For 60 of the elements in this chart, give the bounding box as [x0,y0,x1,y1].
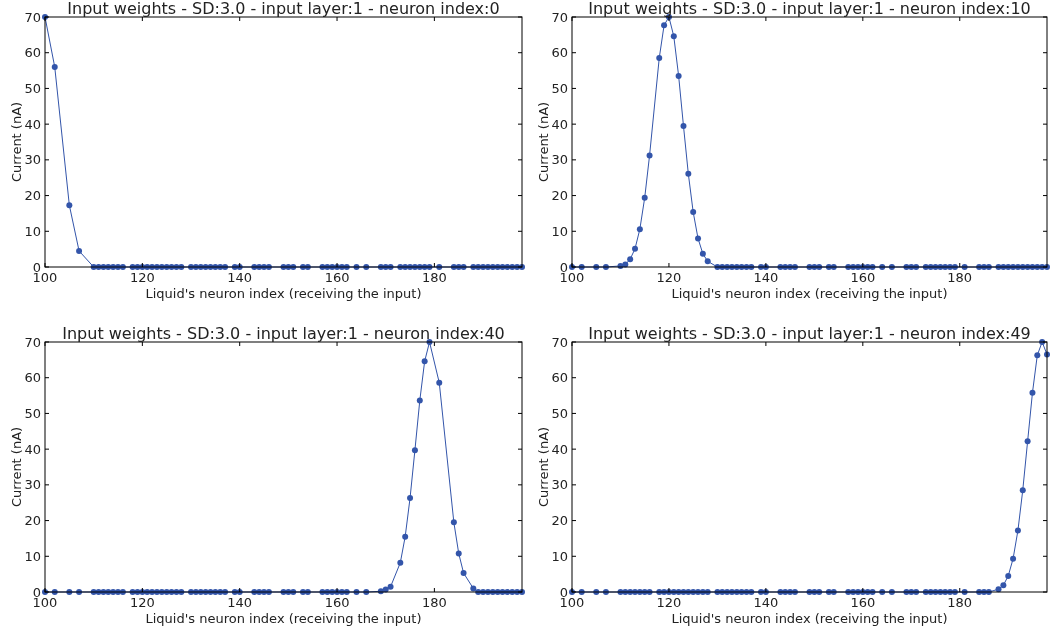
x-tick-label: 120 [656,270,682,285]
x-tick-label: 180 [421,595,447,610]
chart-title: Input weights - SD:3.0 - input layer:1 - neuron index:40 [62,324,505,343]
chart-title: Input weights - SD:3.0 - input layer:1 - neuron index:10 [588,0,1031,18]
x-tick-label: 100 [559,270,585,285]
x-tick-label: 100 [559,595,585,610]
x-tick-label: 100 [32,270,58,285]
y-tick-label: 70 [24,9,41,25]
x-tick-label: 160 [324,270,350,285]
y-tick-label: 50 [24,80,41,96]
y-tick-label: 20 [551,513,568,529]
y-tick-label: 20 [551,188,568,204]
x-tick-label: 140 [227,270,253,285]
y-tick-label: 20 [24,513,41,529]
y-tick-label: 50 [551,405,568,421]
x-tick-label: 180 [421,270,447,285]
y-tick-label: 20 [24,188,41,204]
y-tick-label: 60 [551,370,568,386]
x-tick-label: 180 [947,270,973,285]
x-tick-label: 140 [227,595,253,610]
y-tick-label: 10 [551,223,568,239]
y-tick-label: 40 [24,441,41,457]
y-tick-label: 10 [24,223,41,239]
y-tick-label: 50 [551,80,568,96]
x-axis-title: Liquid's neuron index (receiving the input) [671,611,948,626]
x-tick-label: 100 [32,595,58,610]
y-tick-label: 30 [24,152,41,168]
y-tick-label: 70 [551,334,568,350]
x-tick-label: 160 [850,270,876,285]
y-axis-title: Current (nA) [9,426,24,508]
x-tick-label: 120 [129,270,155,285]
chart-title: Input weights - SD:3.0 - input layer:1 - neuron index:49 [588,324,1031,343]
x-tick-label: 120 [129,595,155,610]
y-tick-label: 60 [24,370,41,386]
y-tick-label: 30 [24,477,41,493]
y-tick-label: 50 [24,405,41,421]
x-axis-title: Liquid's neuron index (receiving the input) [145,286,422,301]
x-axis-title: Liquid's neuron index (receiving the input) [145,611,422,626]
y-axis-title: Current (nA) [9,101,24,183]
x-tick-label: 140 [753,270,779,285]
x-axis-title: Liquid's neuron index (receiving the input) [671,286,948,301]
x-tick-label: 160 [324,595,350,610]
y-tick-label: 30 [551,152,568,168]
y-tick-label: 40 [551,441,568,457]
x-tick-label: 120 [656,595,682,610]
x-tick-label: 180 [947,595,973,610]
y-tick-label: 70 [24,334,41,350]
y-axis-title: Current (nA) [536,101,551,183]
x-tick-label: 160 [850,595,876,610]
y-tick-label: 60 [24,45,41,61]
y-tick-label: 70 [551,9,568,25]
y-tick-label: 10 [551,548,568,564]
y-tick-label: 40 [551,116,568,132]
y-axis-title: Current (nA) [536,426,551,508]
y-tick-label: 10 [24,548,41,564]
y-tick-label: 60 [551,45,568,61]
y-tick-label: 30 [551,477,568,493]
chart-title: Input weights - SD:3.0 - input layer:1 - neuron index:0 [67,0,500,18]
y-tick-label: 40 [24,116,41,132]
x-tick-label: 140 [753,595,779,610]
